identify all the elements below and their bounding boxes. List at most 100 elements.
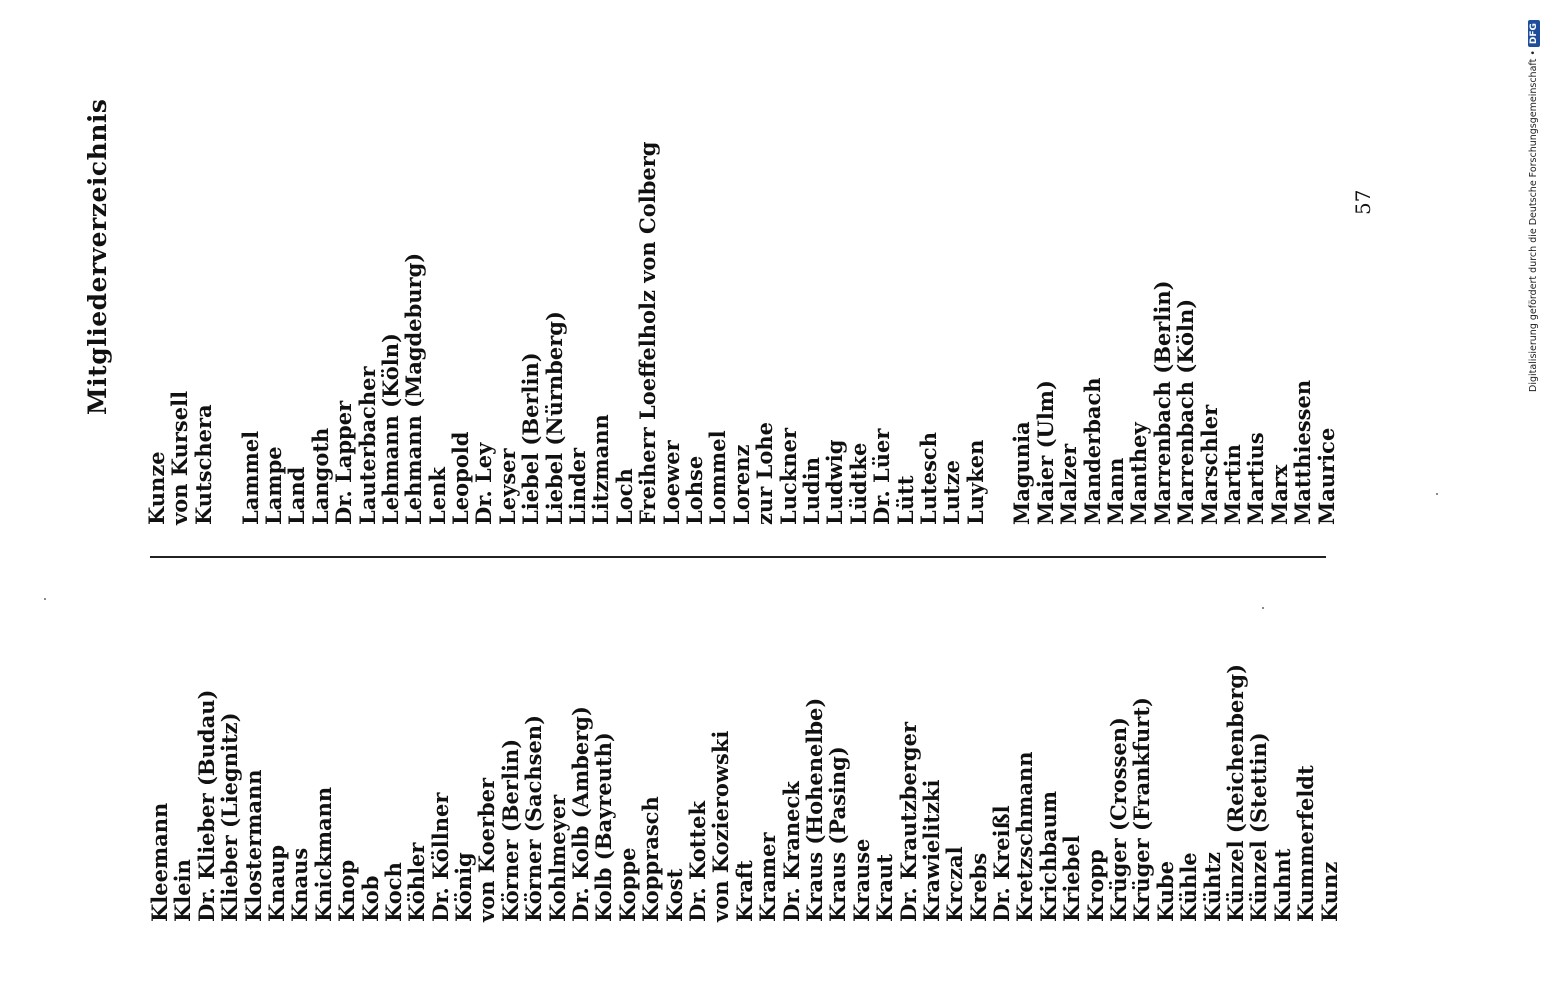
member-name: von Kursell (167, 390, 193, 525)
member-name: Liebel (Berlin) (518, 352, 544, 525)
member-name: Luckner (775, 427, 801, 525)
member-name: Manderbach (1079, 377, 1105, 525)
member-name: Kramer (755, 832, 781, 922)
page-number: 57 (1351, 189, 1375, 215)
member-name: Lohse (681, 455, 707, 525)
member-name: Leyser (494, 448, 520, 525)
page-heading: Mitgliederverzeichnis (83, 98, 112, 415)
dfg-logo: DFG (1528, 20, 1540, 48)
member-name: Leopold (448, 431, 474, 526)
member-name: Malzer (1056, 443, 1082, 525)
member-name: Kost (661, 868, 687, 922)
member-name: Langoth (307, 427, 333, 525)
member-name: Loch (611, 468, 637, 525)
member-name: Manthey (1126, 422, 1152, 525)
member-name: Knaus (287, 847, 313, 922)
member-name: Dr. Ley (471, 442, 497, 525)
member-name: Künzel (Reichenberg) (1222, 663, 1248, 922)
member-name: Klein (170, 859, 196, 922)
member-name: Krause (848, 838, 874, 922)
member-name: Dr. Kottek (684, 800, 710, 922)
member-name: Klieber (Liegnitz) (217, 712, 243, 922)
member-name: Matthiessen (1290, 379, 1316, 525)
member-name: Martin (1219, 444, 1245, 525)
member-name: Kummerfeldt (1293, 765, 1319, 922)
member-name: Lüdtke (845, 442, 871, 525)
member-name: Liebel (Nürnberg) (541, 311, 567, 525)
member-name: Martius (1243, 432, 1269, 525)
member-name: Magunia (1009, 421, 1035, 525)
member-name: Lenk (424, 467, 450, 525)
member-name: Maurice (1313, 427, 1339, 525)
member-name: Kriebel (1059, 835, 1085, 922)
member-name: Ludwig (822, 439, 848, 525)
member-name: Kraus (Hohenelbe) (801, 697, 827, 922)
member-name: Kretzschmann (1012, 751, 1038, 922)
member-name: Kropp (1082, 849, 1108, 922)
member-name: Kob (357, 875, 383, 922)
member-name: Kube (1152, 860, 1178, 922)
member-list-column-left: Kleemann Klein Dr. Klieber (Budau) Klieber … (147, 592, 1342, 922)
member-name: Klostermann (240, 769, 266, 922)
member-name: Lauterbacher (354, 366, 380, 525)
member-name: Dr. Kreißl (989, 805, 1015, 922)
member-name: Maier (Ulm) (1032, 380, 1058, 525)
member-name: Kraut (872, 854, 898, 922)
member-name: Krüger (Frankfurt) (1129, 697, 1155, 922)
member-name: Lehmann (Köln) (377, 333, 403, 525)
divider-rule (150, 556, 1326, 558)
list-gap (987, 165, 1010, 525)
member-name: Kleemann (147, 802, 172, 922)
scan-speck (44, 598, 46, 600)
member-name: von Kozierowski (708, 730, 734, 922)
member-name: Loewer (658, 440, 684, 525)
member-name: Krichbaum (1035, 790, 1061, 922)
member-name: Dr. Kraneck (778, 781, 804, 922)
member-name: Marrenbach (Köln) (1173, 298, 1199, 525)
member-name: Dr. Lapper (331, 400, 357, 525)
scan-speck (1436, 493, 1438, 495)
member-name: Dr. Krautzberger (895, 721, 921, 922)
member-name: König (451, 852, 477, 922)
member-name: Marx (1266, 464, 1292, 525)
member-name: Luyken (962, 439, 988, 525)
digitization-note: Digitalisierung gefördert durch die Deut… (1528, 20, 1540, 392)
member-name: Kunz (1316, 861, 1342, 922)
member-name: Krebs (965, 852, 991, 922)
member-name: Lorenz (728, 444, 754, 525)
member-name: Marrenbach (Berlin) (1149, 280, 1175, 525)
member-name: Dr. Köllner (427, 792, 453, 922)
list-gap (215, 165, 238, 525)
member-name: Knickmann (310, 786, 336, 922)
member-name: Kraus (Pasing) (825, 746, 851, 922)
member-list-column-right: Kunze von Kursell Kutschera Lammel Lampe Land… (144, 141, 1339, 526)
member-name: Marschler (1196, 404, 1222, 525)
member-name: Kunze (144, 451, 169, 525)
scan-speck (1262, 607, 1264, 609)
member-name: Lehmann (Magdeburg) (401, 252, 427, 525)
member-name: Knop (334, 859, 360, 922)
member-name: Kraft (731, 860, 757, 922)
member-name: Koch (380, 862, 406, 922)
member-name: Freiherr Loeffelholz von Colberg (635, 141, 661, 526)
member-name: Lutze (939, 459, 965, 525)
digitization-note-text: Digitalisierung gefördert durch die Deut… (1528, 50, 1539, 392)
member-name: Ludin (798, 457, 824, 525)
member-name: Kopprasch (638, 796, 664, 922)
member-name: Koppe (614, 847, 640, 922)
member-name: Kolb (Bayreuth) (591, 732, 617, 922)
member-name: Köhler (404, 842, 430, 922)
member-name: Dr. Klieber (Budau) (193, 689, 219, 922)
member-name: Kuhnt (1269, 848, 1295, 922)
member-name: Litzmann (588, 414, 614, 525)
member-name: Krczal (942, 846, 968, 922)
member-name: Lutesch (915, 432, 941, 525)
member-name: Kutschera (190, 404, 216, 525)
member-name: Krüger (Crossen) (1106, 717, 1132, 922)
member-name: Körner (Berlin) (497, 738, 523, 922)
member-name: Knaup (263, 844, 289, 922)
member-name: Lammel (237, 430, 263, 525)
member-name: Krawielitzki (918, 779, 944, 922)
member-name: Lommel (705, 430, 731, 525)
